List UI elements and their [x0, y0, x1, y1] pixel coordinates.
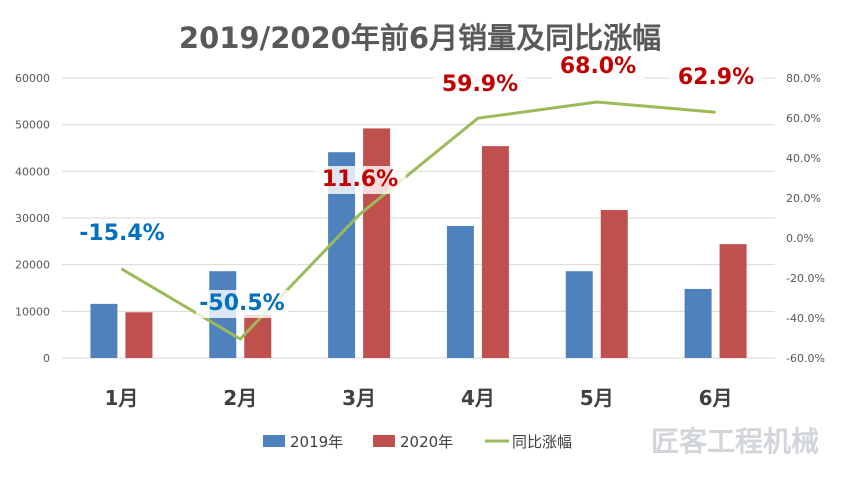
bar-2020年 — [600, 210, 628, 358]
y-right-tick: 80.0% — [786, 72, 821, 85]
watermark: 匠客工程机械 — [650, 425, 819, 458]
bar-2020年 — [125, 312, 153, 358]
y-right-tick: 40.0% — [786, 152, 821, 165]
x-tick: 6月 — [699, 386, 733, 410]
data-label-bg — [314, 166, 406, 194]
y-right-tick: -20.0% — [786, 272, 825, 285]
bar-2019年 — [446, 225, 474, 358]
data-label: 11.6% — [322, 167, 398, 192]
y-left-tick: 40000 — [15, 165, 50, 178]
legend-label: 2019年 — [290, 433, 343, 451]
x-tick: 3月 — [342, 386, 376, 410]
x-tick: 1月 — [104, 386, 138, 410]
y-left-tick: 60000 — [15, 72, 50, 85]
y-right-tick: -60.0% — [786, 352, 825, 365]
y-left-tick: 20000 — [15, 259, 50, 272]
data-label: -50.5% — [199, 291, 284, 316]
bar-2020年 — [719, 244, 747, 358]
y-left-tick: 30000 — [15, 212, 50, 225]
y-right-tick: 60.0% — [786, 112, 821, 125]
data-label: 62.9% — [678, 65, 754, 90]
data-label-bg — [552, 53, 644, 81]
bar-2019年 — [565, 271, 593, 358]
x-tick: 2月 — [223, 386, 257, 410]
y-right-tick: 0.0% — [786, 232, 814, 245]
data-label: -15.4% — [79, 221, 164, 246]
legend-label: 2020年 — [400, 433, 453, 451]
bar-2019年 — [684, 288, 712, 358]
y-right-tick: 20.0% — [786, 192, 821, 205]
data-label: 68.0% — [560, 54, 636, 79]
line-同比涨幅 — [120, 100, 716, 341]
bar-2020年 — [363, 128, 391, 358]
y-left-tick: 0 — [43, 352, 50, 365]
data-label-bg — [76, 220, 168, 248]
y-left-tick: 50000 — [15, 119, 50, 132]
y-right-tick: -40.0% — [786, 312, 825, 325]
data-label-bg — [196, 290, 288, 318]
chart-title: 2019/2020年前6月销量及同比涨幅 — [179, 21, 661, 55]
data-label-bg — [434, 71, 526, 99]
x-tick: 4月 — [461, 386, 495, 410]
x-tick: 5月 — [580, 386, 614, 410]
legend-swatch — [373, 435, 395, 447]
bar-2020年 — [481, 146, 509, 358]
bar-2019年 — [90, 303, 118, 358]
data-label-bg — [670, 64, 762, 92]
legend-swatch — [263, 435, 285, 447]
legend-label: 同比涨幅 — [512, 433, 572, 451]
y-left-tick: 10000 — [15, 305, 50, 318]
data-label: 59.9% — [442, 72, 518, 97]
